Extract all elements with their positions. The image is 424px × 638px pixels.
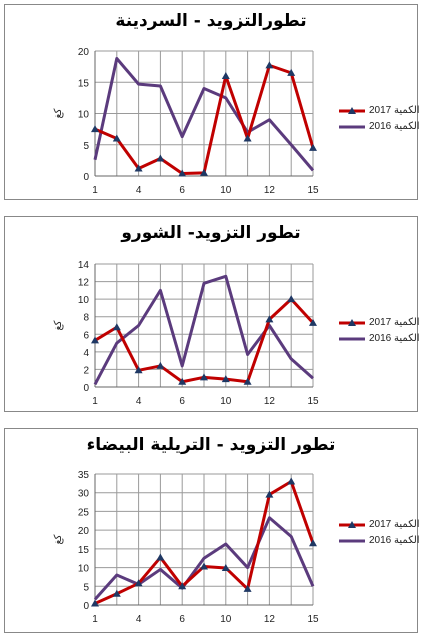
- series-line-2016: [93, 274, 314, 386]
- data-point-2017: [243, 584, 252, 592]
- data-point-2017: [178, 377, 187, 385]
- data-point-2017: [287, 68, 296, 76]
- series-line-2016: [93, 516, 315, 601]
- legend-label-2016: 2016 الكمية: [369, 121, 420, 132]
- chart-panel-sardine: تطورالتزويد - السردينة 0 5 10 15 20 1 4 6 10 12 15…: [4, 4, 420, 200]
- data-point-2017: [265, 315, 274, 323]
- data-point-2017: [309, 318, 317, 326]
- data-point-2017: [156, 361, 165, 369]
- legend-swatch-2016: [339, 125, 365, 129]
- chart-title: تطورالتزويد - السردينة: [115, 11, 307, 31]
- legend-label-2017: 2017 الكمية: [369, 317, 420, 328]
- y-tick-label: 20: [78, 526, 90, 537]
- data-point-2017: [156, 154, 165, 162]
- data-point-2017: [200, 373, 208, 381]
- x-tick-label: 12: [264, 614, 276, 625]
- x-tick-label: 4: [136, 614, 142, 625]
- line-chart-svg: 0 5 10 15 20 1 4 6 10 12 15 كغ: [53, 47, 319, 196]
- legend-swatch-2017: [339, 521, 365, 528]
- y-tick-label: 0: [83, 383, 89, 394]
- data-point-2017: [112, 589, 121, 597]
- line-chart-svg: 0 5 10 15 20 25 30 35 1 4 6 10 12 15 كغ: [53, 470, 319, 625]
- legend-label-2016: 2016 الكمية: [369, 333, 420, 344]
- x-tick-label: 6: [179, 185, 185, 196]
- data-point-2017: [91, 599, 99, 607]
- x-tick-label: 6: [179, 396, 185, 407]
- data-point-2017: [243, 377, 252, 385]
- y-tick-label: 30: [78, 489, 90, 500]
- y-tick-label: 10: [78, 564, 90, 575]
- y-tick-label: 14: [78, 260, 90, 271]
- y-axis-label: كغ: [53, 108, 64, 118]
- chart-panel-white-trevally: تطور التزويد - التريلية البيضاء 0 5 10 15 20…: [4, 428, 420, 633]
- y-tick-label: 12: [78, 278, 90, 289]
- data-point-2017: [134, 366, 143, 374]
- data-point-2017: [112, 323, 121, 331]
- data-point-2017: [221, 563, 230, 571]
- x-tick-label: 10: [220, 185, 232, 196]
- x-tick-label: 10: [220, 396, 232, 407]
- chart-title: تطور التزويد - التريلية البيضاء: [86, 435, 336, 455]
- data-point-2017: [287, 477, 296, 485]
- y-tick-label: 5: [83, 141, 89, 152]
- data-point-2017: [200, 168, 208, 176]
- data-point-2017: [91, 125, 99, 133]
- y-tick-label: 15: [78, 545, 90, 556]
- x-tick-label: 6: [179, 614, 185, 625]
- y-tick-label: 25: [78, 507, 90, 518]
- y-axis-label: كغ: [53, 320, 64, 330]
- data-point-2017: [265, 61, 274, 69]
- x-tick-label: 4: [136, 185, 142, 196]
- y-tick-label: 10: [78, 295, 90, 306]
- x-tick-label: 1: [92, 396, 98, 407]
- legend-swatch-2016: [339, 539, 365, 543]
- data-point-2017: [309, 539, 317, 547]
- legend-swatch-2016: [339, 337, 365, 341]
- x-tick-label: 4: [136, 396, 142, 407]
- x-tick-label: 15: [307, 396, 319, 407]
- x-tick-label: 1: [92, 185, 98, 196]
- legend-label-2017: 2017 الكمية: [369, 519, 420, 530]
- x-tick-label: 10: [220, 614, 232, 625]
- y-tick-label: 0: [83, 172, 89, 183]
- data-point-2017: [243, 134, 252, 142]
- legend-label-2016: 2016 الكمية: [369, 535, 420, 546]
- data-point-2017: [309, 143, 317, 151]
- y-tick-label: 2: [83, 365, 89, 376]
- data-point-2017: [265, 490, 274, 498]
- legend-swatch-2017: [339, 319, 365, 326]
- data-point-2017: [91, 336, 99, 344]
- chart-title: تطور التزويد- الشورو: [121, 223, 301, 243]
- y-tick-label: 0: [83, 601, 89, 612]
- data-point-2017: [200, 562, 208, 570]
- data-point-2017: [178, 169, 187, 177]
- series-line-2016: [93, 57, 315, 172]
- y-tick-label: 35: [78, 470, 90, 481]
- data-point-2017: [156, 553, 165, 561]
- y-tick-label: 15: [78, 78, 90, 89]
- x-tick-label: 15: [307, 614, 319, 625]
- y-axis-label: كغ: [53, 534, 64, 544]
- y-tick-label: 10: [78, 110, 90, 121]
- y-tick-label: 4: [83, 348, 89, 359]
- data-point-2017: [178, 582, 187, 590]
- y-tick-label: 5: [83, 582, 89, 593]
- y-tick-label: 6: [83, 330, 89, 341]
- y-tick-label: 20: [78, 47, 90, 58]
- data-point-2017: [221, 72, 230, 79]
- x-tick-label: 12: [264, 185, 276, 196]
- data-point-2017: [134, 579, 143, 587]
- data-point-2017: [134, 164, 143, 172]
- data-point-2017: [287, 295, 296, 303]
- x-tick-label: 15: [307, 185, 319, 196]
- x-tick-label: 1: [92, 614, 98, 625]
- x-tick-label: 12: [264, 396, 276, 407]
- chart-panel-shouro: تطور التزويد- الشورو 0 2 4 6 8 10 12 14 1 4 6 10 12 1…: [4, 216, 420, 412]
- legend-swatch-2017: [339, 107, 365, 114]
- y-tick-label: 8: [83, 313, 89, 324]
- data-point-2017: [112, 134, 121, 142]
- legend-label-2017: 2017 الكمية: [369, 105, 420, 116]
- data-point-2017: [221, 375, 230, 383]
